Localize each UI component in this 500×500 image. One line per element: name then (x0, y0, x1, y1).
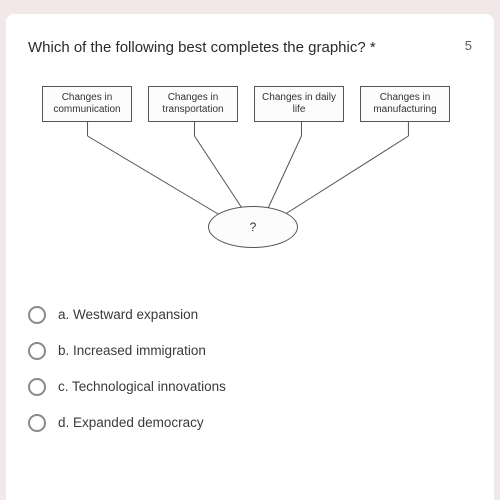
radio-icon (28, 342, 46, 360)
question-header: Which of the following best completes th… (28, 38, 472, 58)
graphic-box: Changes in manufacturing (360, 86, 450, 122)
answer-option-d[interactable]: d. Expanded democracy (28, 414, 472, 432)
answer-options: a. Westward expansion b. Increased immig… (28, 306, 472, 432)
option-label: d. Expanded democracy (58, 415, 204, 430)
graphic-box: Changes in communication (42, 86, 132, 122)
answer-option-a[interactable]: a. Westward expansion (28, 306, 472, 324)
graphic-box: Changes in transportation (148, 86, 238, 122)
option-label: b. Increased immigration (58, 343, 206, 358)
radio-icon (28, 414, 46, 432)
answer-option-c[interactable]: c. Technological innovations (28, 378, 472, 396)
question-text: Which of the following best completes th… (28, 38, 376, 58)
concept-graphic: Changes in communication Changes in tran… (28, 86, 472, 266)
radio-icon (28, 378, 46, 396)
box-label: Changes in manufacturing (365, 92, 445, 116)
option-label: a. Westward expansion (58, 307, 198, 322)
radio-icon (28, 306, 46, 324)
question-card: Which of the following best completes th… (6, 14, 494, 500)
answer-option-b[interactable]: b. Increased immigration (28, 342, 472, 360)
points-indicator: 5 (445, 38, 472, 53)
graphic-box: Changes in daily life (254, 86, 344, 122)
oval-label: ? (250, 220, 257, 234)
box-label: Changes in daily life (259, 92, 339, 116)
option-label: c. Technological innovations (58, 379, 226, 394)
graphic-oval: ? (208, 206, 298, 248)
box-label: Changes in transportation (153, 92, 233, 116)
box-label: Changes in communication (47, 92, 127, 116)
